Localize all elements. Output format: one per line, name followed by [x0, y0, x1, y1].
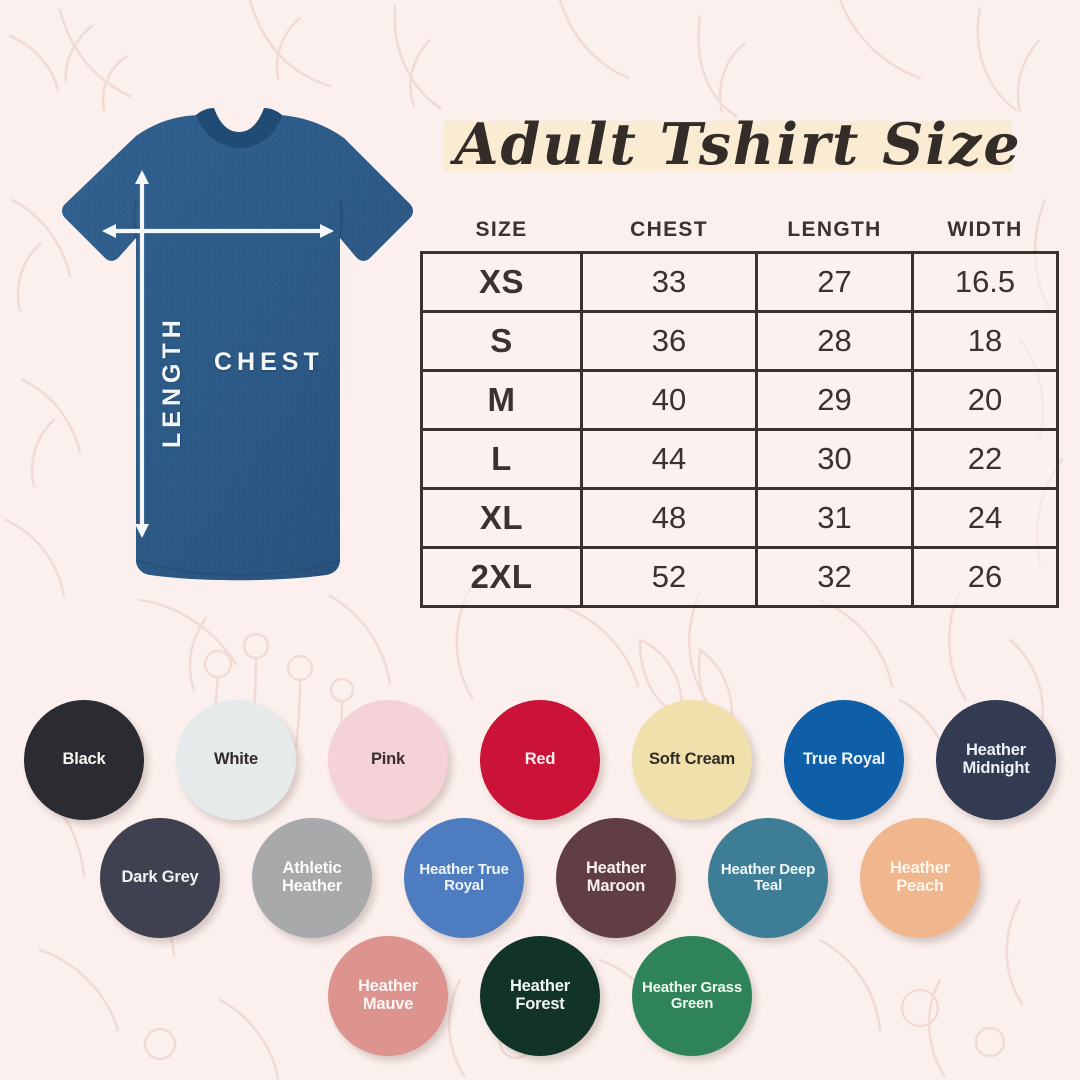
cell-width: 26: [911, 546, 1059, 608]
cell-size: L: [420, 428, 583, 490]
color-swatch-row-1: Black White Pink Red Soft Cream True Royal Hea…: [0, 700, 1080, 820]
color-swatch-label: Heather Deep Teal: [720, 860, 816, 894]
cell-chest: 44: [580, 428, 758, 490]
column-header-chest: CHEST: [630, 218, 708, 241]
color-swatch-label: Heather Forest: [509, 977, 571, 1013]
length-measure-label: LENGTH: [158, 315, 186, 448]
cell-length: 29: [755, 369, 914, 431]
cell-size: XS: [420, 251, 583, 313]
color-swatch-label: Heather Grass Green: [642, 978, 742, 1012]
cell-size: M: [420, 369, 583, 431]
length-arrow-head-bottom: [135, 524, 149, 538]
cell-width: 22: [911, 428, 1059, 490]
measurement-arrows: [102, 170, 334, 538]
color-swatch-heather-peach[interactable]: Heather Peach: [860, 818, 980, 938]
column-header-size: SIZE: [475, 218, 528, 241]
tshirt-body: [62, 108, 413, 581]
chest-measure-label: CHEST: [214, 348, 324, 376]
table-header-row: SIZE CHEST LENGTH WIDTH: [422, 218, 1058, 253]
color-swatch-soft-cream[interactable]: Soft Cream: [632, 700, 752, 820]
tshirt-graphic: [62, 108, 413, 581]
color-swatch-label: Black: [62, 750, 106, 769]
cell-chest: 48: [580, 487, 758, 549]
color-swatch-athletic-heather[interactable]: Athletic Heather: [252, 818, 372, 938]
color-swatch-heather-mauve[interactable]: Heather Mauve: [328, 936, 448, 1056]
color-swatch-label: True Royal: [802, 750, 886, 769]
color-swatch-label: Dark Grey: [121, 868, 199, 887]
size-table-wrapper: SIZE CHEST LENGTH WIDTH XS 33 27 16.5 S 36 28 1…: [420, 218, 1059, 608]
page-title-wrapper: Adult Tshirt Size: [428, 95, 1048, 195]
cell-chest: 52: [580, 546, 758, 608]
cell-length: 30: [755, 428, 914, 490]
color-swatch-row-3: Heather Mauve Heather Forest Heather Grass…: [0, 936, 1080, 1056]
cell-chest: 40: [580, 369, 758, 431]
color-swatch-heather-deep-teal[interactable]: Heather Deep Teal: [708, 818, 828, 938]
color-swatch-label: Red: [524, 750, 556, 769]
table-row: XS 33 27 16.5: [420, 251, 1059, 313]
color-swatch-label: Heather Peach: [889, 859, 951, 895]
cell-chest: 33: [580, 251, 758, 313]
color-swatch-dark-grey[interactable]: Dark Grey: [100, 818, 220, 938]
cell-size: XL: [420, 487, 583, 549]
cell-length: 32: [755, 546, 914, 608]
cell-length: 28: [755, 310, 914, 372]
color-swatch-white[interactable]: White: [176, 700, 296, 820]
chest-arrow-head-left: [102, 224, 116, 238]
size-chart-table: SIZE CHEST LENGTH WIDTH XS 33 27 16.5 S 36 28 1…: [420, 218, 1059, 608]
size-table-body: XS 33 27 16.5 S 36 28 18 M 40 29 20 L 44 30 22 XL 48 31 24 2…: [420, 251, 1059, 608]
tshirt-illustration: CHEST LENGTH: [18, 108, 418, 593]
cell-length: 27: [755, 251, 914, 313]
cell-length: 31: [755, 487, 914, 549]
color-swatch-heather-grass-green[interactable]: Heather Grass Green: [632, 936, 752, 1056]
color-swatch-label: Heather True Royal: [419, 860, 509, 894]
column-header-width: WIDTH: [947, 218, 1023, 241]
color-swatch-row-2: Dark Grey Athletic Heather Heather True Ro…: [0, 818, 1080, 938]
table-row: XL 48 31 24: [420, 487, 1059, 549]
color-swatch-label: Heather Maroon: [585, 859, 647, 895]
cell-width: 18: [911, 310, 1059, 372]
color-swatch-label: Heather Midnight: [962, 741, 1030, 777]
color-swatch-heather-midnight[interactable]: Heather Midnight: [936, 700, 1056, 820]
table-row: M 40 29 20: [420, 369, 1059, 431]
color-swatch-section: Black White Pink Red Soft Cream True Royal Hea…: [0, 700, 1080, 1080]
color-swatch-label: White: [214, 750, 258, 769]
title-highlight-band: [444, 121, 1012, 171]
table-row: S 36 28 18: [420, 310, 1059, 372]
cell-width: 24: [911, 487, 1059, 549]
color-swatch-label: Athletic Heather: [281, 859, 343, 895]
column-header-length: LENGTH: [787, 218, 882, 241]
color-swatch-heather-forest[interactable]: Heather Forest: [480, 936, 600, 1056]
color-swatch-pink[interactable]: Pink: [328, 700, 448, 820]
color-swatch-red[interactable]: Red: [480, 700, 600, 820]
table-row: L 44 30 22: [420, 428, 1059, 490]
color-swatch-true-royal[interactable]: True Royal: [784, 700, 904, 820]
color-swatch-label: Soft Cream: [648, 750, 736, 769]
chest-arrow-head-right: [320, 224, 334, 238]
color-swatch-label: Heather Mauve: [357, 977, 419, 1013]
cell-width: 20: [911, 369, 1059, 431]
table-row: 2XL 52 32 26: [420, 546, 1059, 608]
cell-size: 2XL: [420, 546, 583, 608]
color-swatch-heather-maroon[interactable]: Heather Maroon: [556, 818, 676, 938]
cell-chest: 36: [580, 310, 758, 372]
length-arrow-head-top: [135, 170, 149, 184]
color-swatch-black[interactable]: Black: [24, 700, 144, 820]
cell-size: S: [420, 310, 583, 372]
cell-width: 16.5: [911, 251, 1059, 313]
color-swatch-label: Pink: [370, 750, 406, 769]
page-title: Adult Tshirt Size: [454, 111, 1022, 178]
color-swatch-heather-true-royal[interactable]: Heather True Royal: [404, 818, 524, 938]
